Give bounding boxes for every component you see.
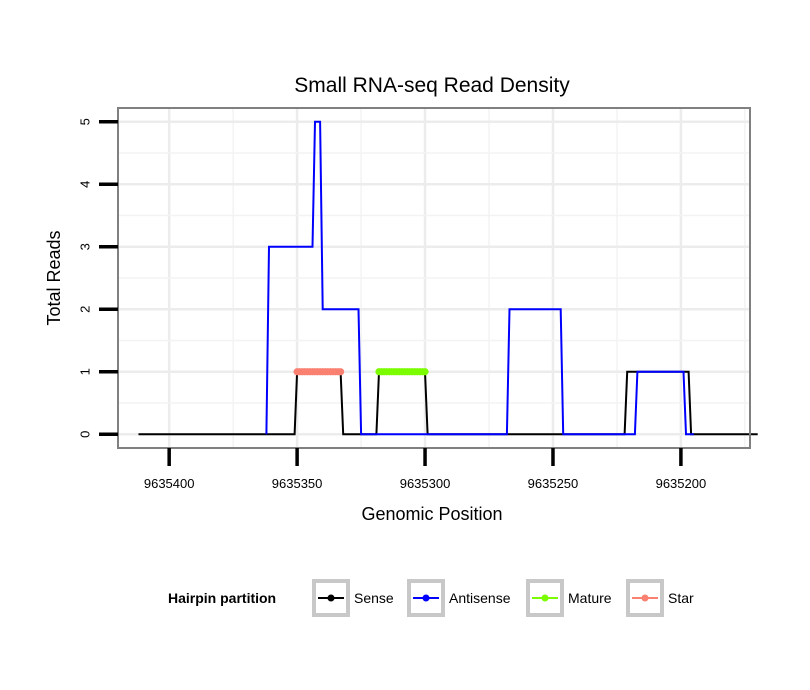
series-points-mature — [375, 368, 429, 376]
x-tick-label: 9635200 — [656, 476, 707, 491]
series-line-antisense — [265, 120, 694, 436]
y-axis-title: Total Reads — [44, 230, 64, 325]
plot-border — [117, 107, 751, 449]
chart-title: Small RNA-seq Read Density — [294, 74, 570, 97]
y-tick-label: 2 — [77, 306, 92, 313]
x-axis: 9635400 9635350 9635300 9635250 9635200 — [144, 448, 706, 491]
legend: Hairpin partition Sense Antisense Mature St… — [168, 579, 694, 617]
y-tick-label: 1 — [77, 368, 92, 375]
x-tick-label: 9635400 — [144, 476, 195, 491]
legend-label-antisense: Antisense — [449, 590, 511, 606]
legend-label-star: Star — [668, 590, 694, 606]
legend-title: Hairpin partition — [168, 590, 276, 606]
legend-key-dot-sense — [327, 594, 335, 602]
y-tick-label: 5 — [77, 118, 92, 125]
legend-label-sense: Sense — [354, 590, 394, 606]
point-mature — [421, 368, 429, 376]
legend-item-mature: Mature — [526, 579, 612, 617]
y-tick-label: 0 — [77, 431, 92, 438]
point-star — [337, 368, 345, 376]
grid — [118, 108, 750, 448]
series-layer — [138, 120, 758, 436]
legend-key-dot-mature — [541, 594, 549, 602]
legend-item-sense: Sense — [312, 579, 394, 617]
x-axis-title: Genomic Position — [361, 504, 502, 524]
y-tick-label: 4 — [77, 181, 92, 188]
x-tick-label: 9635300 — [400, 476, 451, 491]
legend-item-star: Star — [626, 579, 694, 617]
legend-key-dot-antisense — [422, 594, 430, 602]
x-tick-label: 9635250 — [528, 476, 579, 491]
y-tick-label: 3 — [77, 243, 92, 250]
series-points-star — [293, 368, 345, 376]
legend-item-antisense: Antisense — [407, 579, 511, 617]
legend-key-dot-star — [641, 594, 649, 602]
x-tick-label: 9635350 — [272, 476, 323, 491]
y-axis: 0 1 2 3 4 5 — [77, 118, 118, 438]
legend-label-mature: Mature — [568, 590, 612, 606]
